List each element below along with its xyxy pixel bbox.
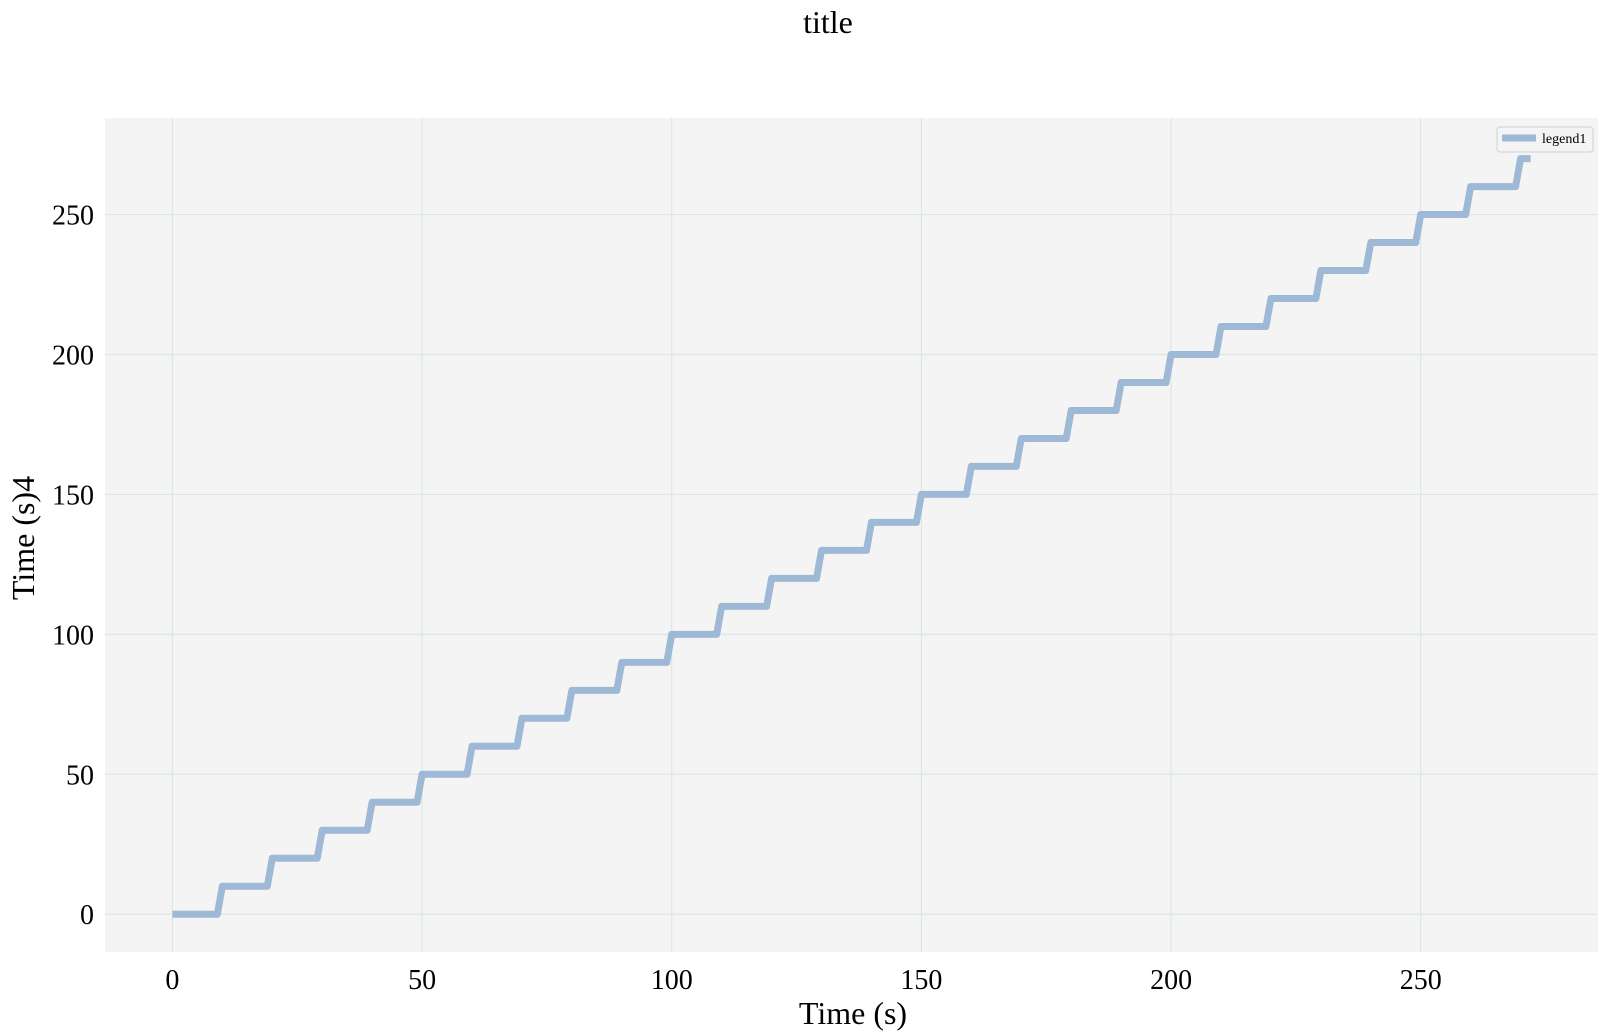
x-tick-label: 0 [165,965,179,996]
x-tick-label: 50 [408,965,436,996]
y-tick-label: 0 [80,900,94,931]
legend: legend1 [1496,126,1594,153]
x-tick-label: 150 [900,965,942,996]
series-line [172,155,1531,918]
y-tick-label: 100 [52,620,94,651]
y-axis-ticks: 0 50 100 150 200 250 [52,201,94,932]
y-tick-label: 250 [52,201,94,232]
series-layer [172,155,1531,918]
y-tick-label: 200 [52,340,94,371]
y-axis-label: Time (s)4 [5,476,41,600]
x-axis-ticks: 0 50 100 150 200 250 [165,965,1441,996]
x-tick-label: 250 [1400,965,1442,996]
grid [105,118,1598,952]
plot-area [105,118,1598,952]
legend-box [1496,126,1594,153]
x-tick-label: 200 [1150,965,1192,996]
y-tick-label: 150 [52,480,94,511]
chart-title: title [803,4,853,40]
x-tick-label: 100 [651,965,693,996]
y-tick-label: 50 [66,760,94,791]
x-axis-label: Time (s) [799,995,907,1031]
legend-label: legend1 [1542,132,1586,147]
